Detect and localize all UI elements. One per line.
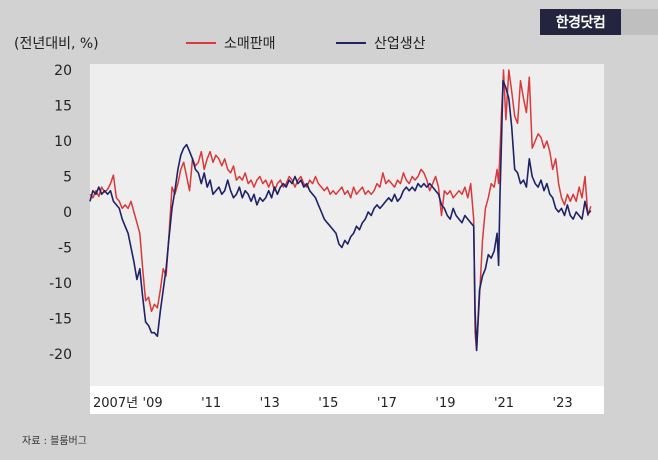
series-lines [89,69,592,352]
y-tick-label: -20 [49,347,72,363]
y-tick-label: -15 [49,312,72,328]
y-tick-label: -10 [49,276,72,292]
y-tick-label: 10 [54,134,72,150]
source-note: 자료 : 블룸버그 [22,436,87,447]
x-tick-label: '09 [143,396,163,411]
y-unit-label: (전년대비, %) [14,36,99,52]
x-tick-label: '13 [260,396,280,411]
y-axis: 20 15 10 5 0 -5 -10 -15 -20 [49,63,72,363]
legend-swatch-industrial [336,42,366,44]
legend-item-industrial: 산업생산 [336,33,426,53]
legend-item-retail: 소매판매 [186,33,276,53]
y-tick-label: 20 [54,63,72,79]
x-tick-label: '15 [318,396,338,411]
legend-swatch-retail [186,42,216,44]
y-tick-label: 0 [63,205,72,221]
legend-label-industrial: 산업생산 [374,36,426,52]
x-tick-label: '19 [435,396,455,411]
y-tick-label: 15 [54,99,72,115]
series-line-industrial [89,79,592,352]
x-tick-label: '11 [201,396,221,411]
y-tick-label: 5 [63,170,72,186]
y-tick-label: -5 [58,241,72,257]
brand-logo: 한경닷컴 [540,9,621,35]
legend-label-retail: 소매판매 [224,36,276,52]
x-axis-band [90,386,604,414]
x-tick-label: '23 [553,396,573,411]
x-tick-label: '17 [377,396,397,411]
brand-stripe [621,9,658,35]
x-tick-label: 2007년 [93,396,138,411]
x-tick-label: '21 [494,396,514,411]
x-axis: 2007년 '09 '11 '13 '15 '17 '19 '21 '23 [93,396,573,411]
